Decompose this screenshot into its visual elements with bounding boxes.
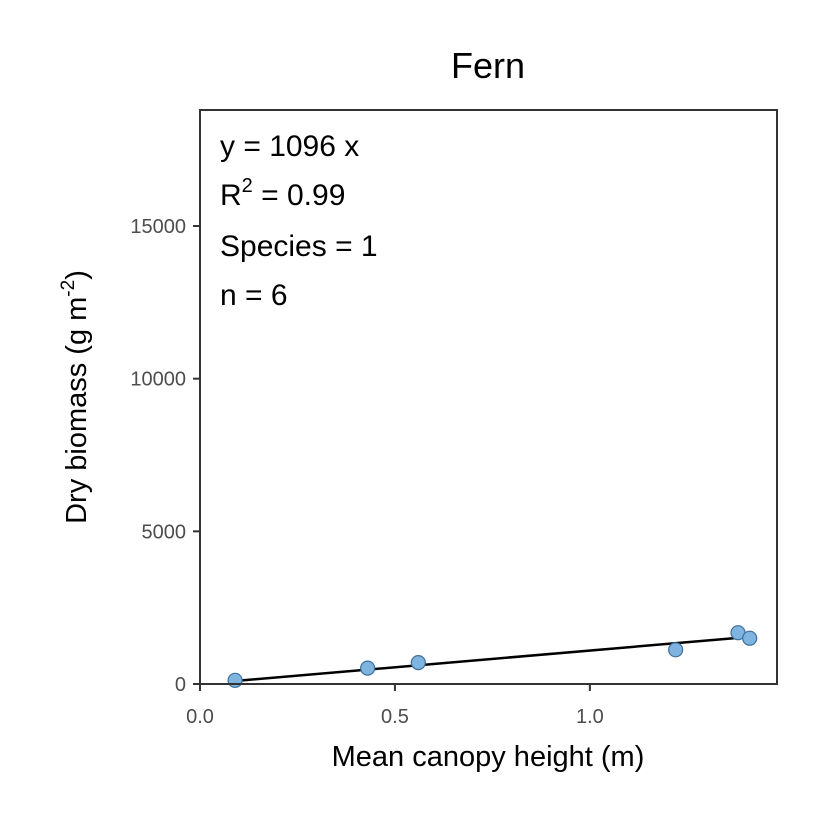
species-label: Species = 1: [220, 230, 378, 263]
x-axis-label: Mean canopy height (m): [332, 741, 645, 773]
y-axis-label: Dry biomass (g m-2): [58, 270, 93, 524]
y-tick-label: 15000: [130, 216, 186, 238]
r2-annotation: R2 = 0.99: [220, 175, 345, 212]
data-point: [669, 643, 683, 657]
x-tick-label: 0.5: [381, 706, 409, 728]
points-layer: [228, 626, 757, 688]
n-label: n = 6: [220, 279, 288, 312]
chart-title: Fern: [451, 45, 525, 86]
r2-superscript: 2: [242, 175, 253, 197]
y-axis-label-close: ): [61, 270, 93, 280]
data-point: [743, 631, 757, 645]
y-axis: 0 5000 10000 15000: [130, 216, 200, 696]
r2-label: R: [220, 179, 242, 212]
y-axis-label-superscript: -2: [58, 280, 79, 297]
x-tick-label: 1.0: [576, 706, 604, 728]
equation-label: y = 1096 x: [220, 130, 359, 163]
r2-value: = 0.99: [253, 179, 346, 212]
x-tick-label: 0.0: [186, 706, 214, 728]
data-point: [361, 661, 375, 675]
y-axis-label-main: Dry biomass (g m: [61, 297, 93, 524]
y-tick-label: 0: [175, 674, 186, 696]
y-tick-label: 10000: [130, 369, 186, 391]
data-point: [411, 656, 425, 670]
data-point: [228, 673, 242, 687]
y-tick-label: 5000: [142, 521, 187, 543]
x-axis: 0.0 0.5 1.0: [186, 684, 604, 728]
